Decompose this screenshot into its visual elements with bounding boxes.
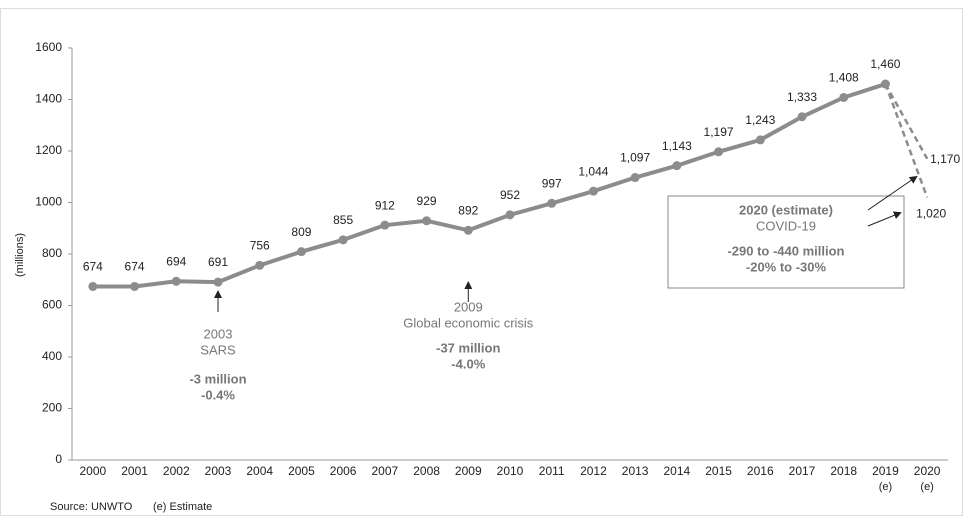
x-tick-label: 2001 xyxy=(121,464,148,478)
marker xyxy=(88,281,98,291)
value-label: 1,460 xyxy=(870,57,900,71)
marker xyxy=(255,260,265,270)
value-label: 1,044 xyxy=(578,164,608,178)
x-tick-label: 2017 xyxy=(789,464,816,478)
value-label: 929 xyxy=(417,194,437,208)
y-tick-label: 0 xyxy=(55,452,62,466)
annotation-event: Global economic crisis xyxy=(403,315,534,330)
marker xyxy=(213,277,223,287)
marker xyxy=(672,161,682,171)
y-tick-label: 200 xyxy=(42,401,62,415)
value-label: 855 xyxy=(333,213,353,227)
value-label: 1,170 xyxy=(930,152,960,166)
frame xyxy=(0,8,963,516)
marker xyxy=(296,247,306,257)
x-tick-label: 2012 xyxy=(580,464,607,478)
value-label: 1,097 xyxy=(620,151,650,165)
x-tick-label: 2010 xyxy=(497,464,524,478)
x-tick-label: 2019 xyxy=(872,464,899,478)
value-label: 1,408 xyxy=(829,71,859,85)
annotation-year: 2009 xyxy=(454,299,483,314)
value-label: 1,243 xyxy=(745,113,775,127)
annotation-percent: -0.4% xyxy=(201,387,235,402)
marker xyxy=(338,235,348,245)
y-tick-label: 1600 xyxy=(35,40,62,54)
marker xyxy=(714,147,724,157)
annotation-year: 2003 xyxy=(204,326,233,341)
x-tick-label: 2016 xyxy=(747,464,774,478)
marker xyxy=(839,92,849,102)
box-title: 2020 (estimate) xyxy=(739,202,833,217)
value-label: 674 xyxy=(83,260,103,274)
value-label: 1,333 xyxy=(787,90,817,104)
x-tick-label: 2007 xyxy=(372,464,399,478)
x-tick-label: 2003 xyxy=(205,464,232,478)
marker xyxy=(505,210,515,220)
annotation-percent: -4.0% xyxy=(451,356,485,371)
y-tick-label: 400 xyxy=(42,349,62,363)
value-label: 1,197 xyxy=(704,125,734,139)
estimate-mark: (e) xyxy=(879,481,892,493)
x-tick-label: 2006 xyxy=(330,464,357,478)
x-tick-label: 2015 xyxy=(705,464,732,478)
annotation-change: -37 million xyxy=(436,340,500,355)
value-label: 691 xyxy=(208,255,228,269)
x-tick-label: 2005 xyxy=(288,464,315,478)
value-label: 694 xyxy=(166,254,186,268)
value-label: 952 xyxy=(500,188,520,202)
value-label: 912 xyxy=(375,198,395,212)
box-change: -290 to -440 million xyxy=(727,243,844,258)
estimate-line xyxy=(884,83,929,160)
marker xyxy=(547,198,557,208)
marker xyxy=(171,276,181,286)
value-label: 1,020 xyxy=(916,207,946,221)
x-tick-label: 2004 xyxy=(246,464,273,478)
y-tick-label: 800 xyxy=(42,246,62,260)
marker xyxy=(463,225,473,235)
value-label: 809 xyxy=(291,225,311,239)
y-tick-label: 600 xyxy=(42,298,62,312)
estimate-note: (e) Estimate xyxy=(153,501,212,513)
y-tick-label: 1000 xyxy=(35,195,62,209)
marker xyxy=(380,220,390,230)
y-tick-label: 1400 xyxy=(35,92,62,106)
value-label: 892 xyxy=(458,203,478,217)
arrow xyxy=(867,175,918,211)
x-tick-label: 2002 xyxy=(163,464,190,478)
y-tick-label: 1200 xyxy=(35,143,62,157)
value-label: 674 xyxy=(125,260,145,274)
y-axis-label: (millions) xyxy=(14,233,26,277)
marker xyxy=(755,135,765,145)
marker xyxy=(422,216,432,226)
x-tick-label: 2013 xyxy=(622,464,649,478)
x-tick-label: 2018 xyxy=(830,464,857,478)
annotation-event: SARS xyxy=(200,342,236,357)
estimate-mark: (e) xyxy=(920,481,933,493)
box-event: COVID-19 xyxy=(756,218,816,233)
value-label: 1,143 xyxy=(662,139,692,153)
value-label: 997 xyxy=(542,176,562,190)
x-tick-label: 2020 xyxy=(914,464,941,478)
x-tick-label: 2000 xyxy=(80,464,107,478)
marker xyxy=(797,112,807,122)
x-tick-label: 2009 xyxy=(455,464,482,478)
source: Source: UNWTO xyxy=(50,501,133,513)
estimate-line xyxy=(884,83,929,198)
box-percent: -20% to -30% xyxy=(746,259,827,274)
annotation-change: -3 million xyxy=(189,371,246,386)
line xyxy=(92,82,887,289)
marker xyxy=(130,281,140,291)
estimate-box xyxy=(667,195,905,289)
arrow xyxy=(867,211,902,227)
marker xyxy=(588,186,598,196)
x-tick-label: 2014 xyxy=(664,464,691,478)
x-tick-label: 2008 xyxy=(413,464,440,478)
value-label: 756 xyxy=(250,239,270,253)
x-tick-label: 2011 xyxy=(539,464,565,478)
marker xyxy=(630,173,640,183)
